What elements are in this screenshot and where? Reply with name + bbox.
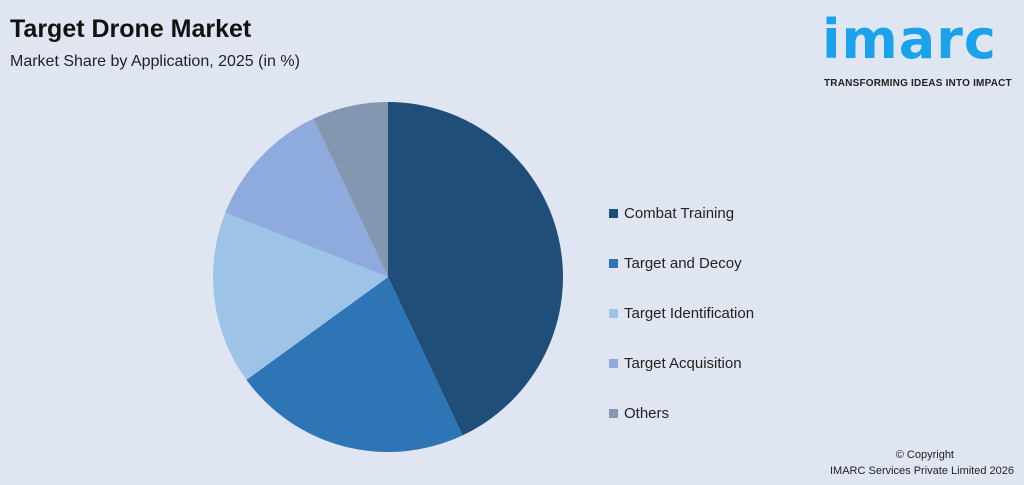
pie-slice-target-acquisition (225, 118, 388, 277)
logo-tagline: TRANSFORMING IDEAS INTO IMPACT (824, 78, 1012, 89)
legend-label: Target Identification (624, 304, 755, 322)
legend-item: Target Identification (609, 288, 754, 338)
legend-label: Target and Decoy (624, 254, 742, 272)
imarc-logo: imarc TRANSFORMING IDEAS INTO IMPACT (822, 6, 1022, 96)
legend-swatch (609, 208, 618, 218)
legend-item: Target and Decoy (609, 238, 754, 288)
pie-slice-target-identification (213, 212, 388, 380)
legend-item: Others (609, 389, 754, 439)
logo-wordmark: imarc (822, 8, 997, 71)
pie-slice-target-and-decoy (246, 277, 463, 452)
legend-label: Target Acquisition (624, 355, 742, 373)
copyright-company: IMARC Services Private Limited 2026 (829, 465, 1014, 477)
pie-slice-combat-training (388, 102, 563, 436)
legend-swatch (609, 409, 618, 419)
pie-slice-others (313, 102, 388, 277)
legend-swatch (609, 308, 618, 318)
chart-legend: Combat Training Target and Decoy Target Id… (609, 188, 754, 439)
chart-title: Target Drone Market (10, 15, 252, 43)
copyright-line: © Copyright (895, 449, 954, 461)
legend-swatch (609, 258, 618, 268)
legend-item: Target Acquisition (609, 339, 754, 389)
legend-swatch (609, 359, 618, 369)
legend-item: Combat Training (609, 188, 754, 238)
legend-label: Others (624, 405, 670, 423)
chart-subtitle: Market Share by Application, 2025 (in %) (10, 53, 300, 70)
copyright: © Copyright IMARC Services Private Limit… (830, 447, 1014, 479)
legend-label: Combat Training (624, 204, 735, 222)
